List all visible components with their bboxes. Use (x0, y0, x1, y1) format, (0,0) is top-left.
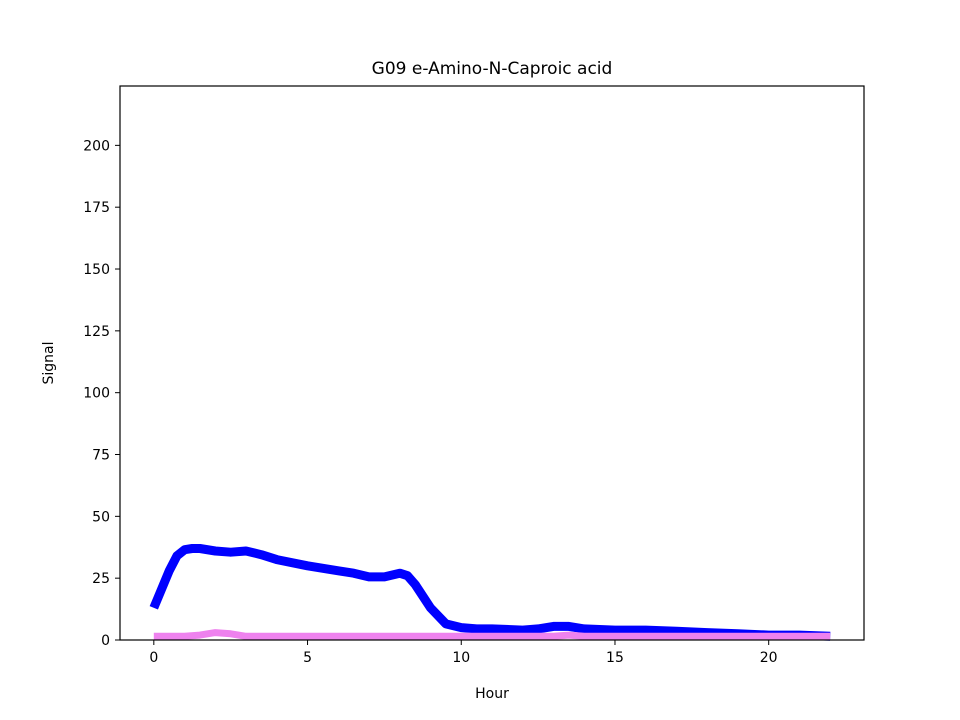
y-tick-label: 125 (83, 324, 110, 340)
x-tick-label: 5 (303, 650, 312, 666)
y-axis-label: Signal (41, 341, 57, 384)
y-tick-label: 150 (83, 262, 110, 278)
x-tick-label: 10 (452, 650, 470, 666)
series-layer (149, 544, 831, 641)
y-tick-label: 50 (92, 509, 110, 525)
y-tick-label: 25 (92, 571, 110, 587)
x-tick-label: 15 (606, 650, 624, 666)
y-tick-label: 100 (83, 386, 110, 402)
y-tick-label: 0 (101, 633, 110, 649)
x-tick-label: 0 (149, 650, 158, 666)
x-tick-label: 20 (760, 650, 778, 666)
plot-frame (119, 85, 865, 641)
chart-title: G09 e-Amino-N-Caproic acid (372, 59, 613, 79)
x-axis-label: Hour (475, 686, 509, 702)
series-line-1 (149, 544, 831, 641)
y-tick-label: 200 (83, 138, 110, 154)
series-line-2 (153, 629, 831, 640)
y-tick-label: 75 (92, 448, 110, 464)
y-tick-label: 175 (83, 200, 110, 216)
